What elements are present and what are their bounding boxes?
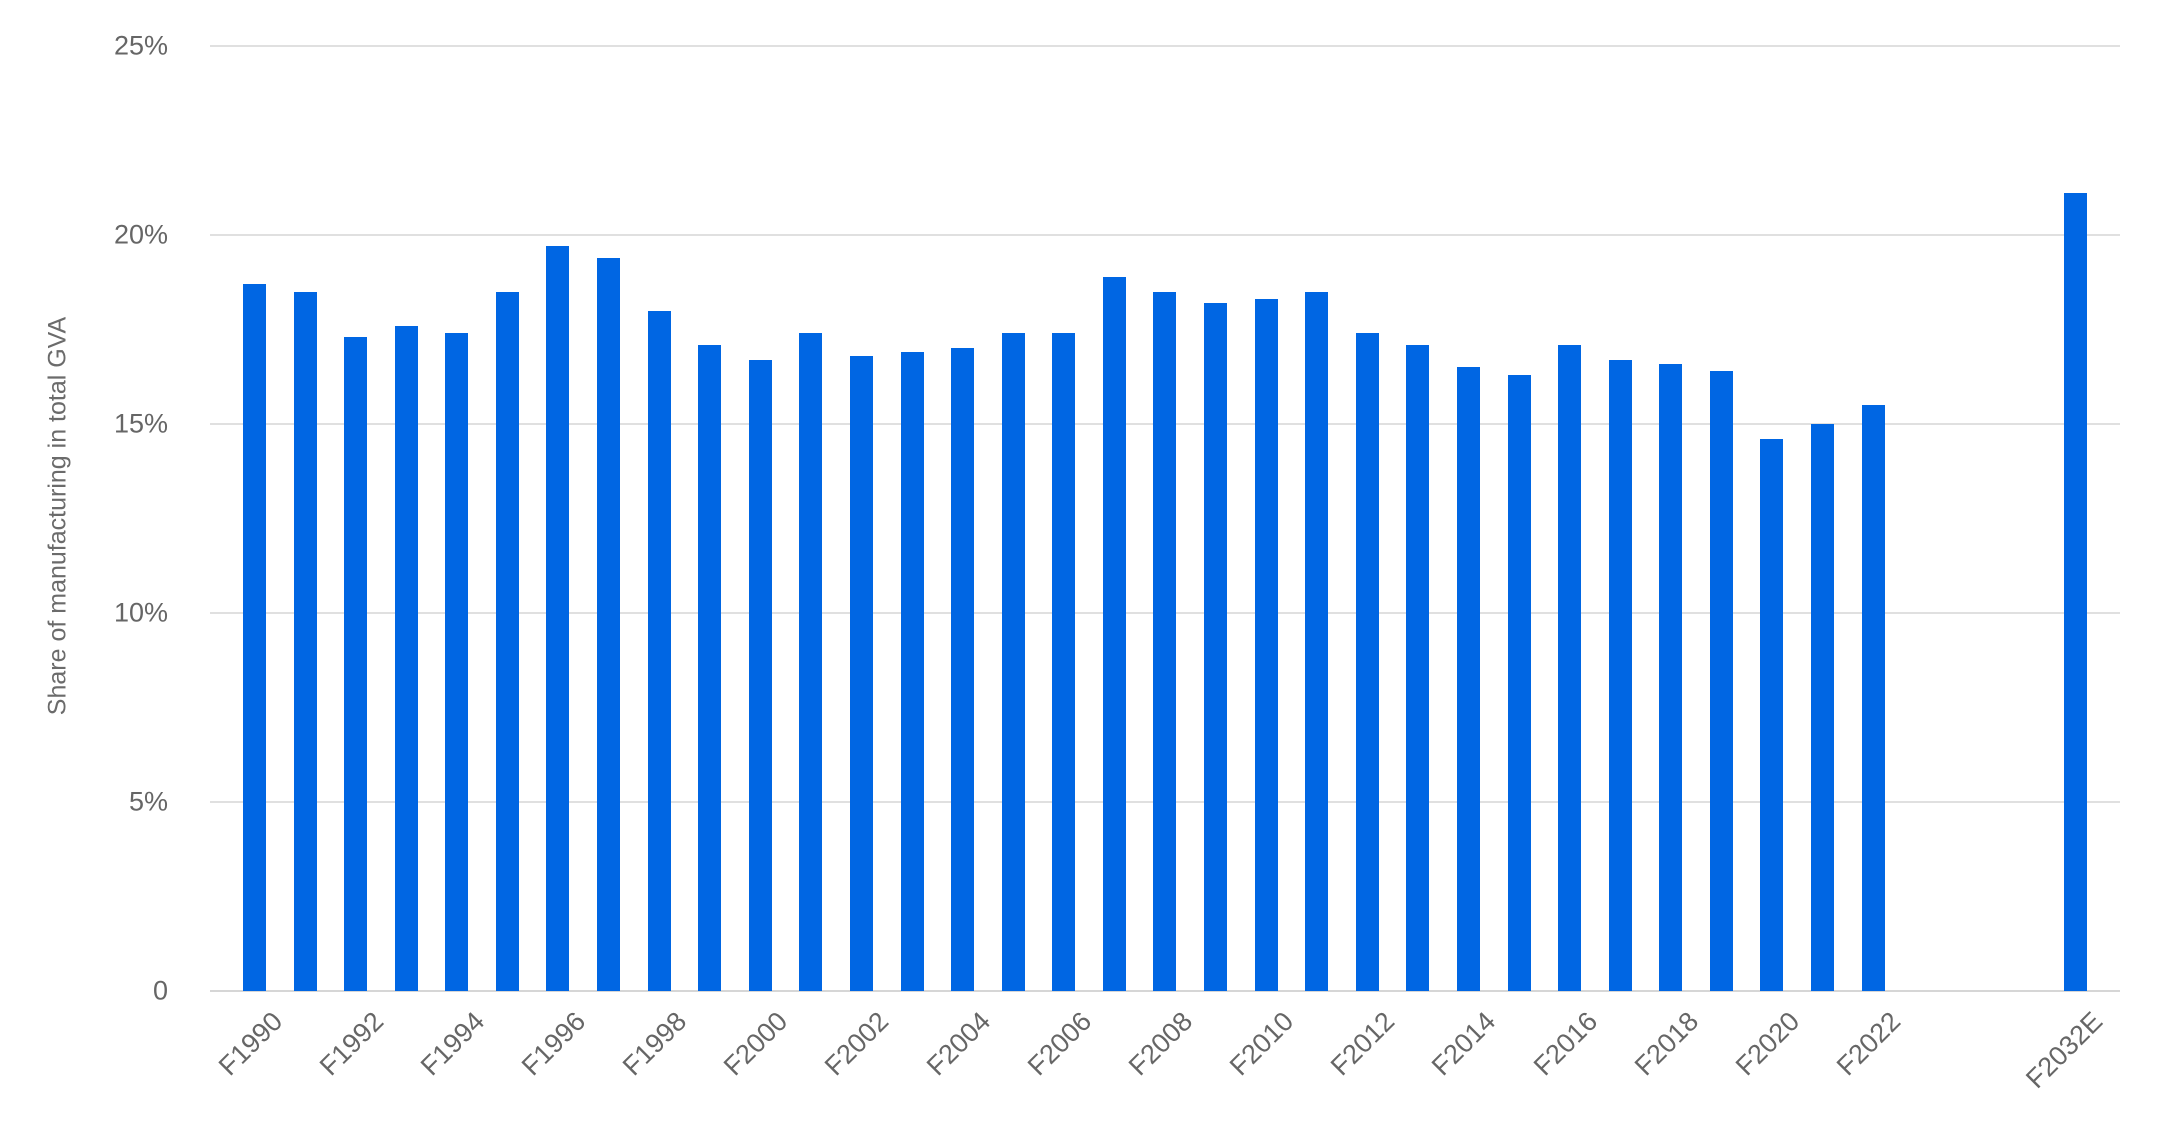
bar-f1996 xyxy=(546,246,570,991)
bar-f2011 xyxy=(1305,291,1329,991)
bar-f2021 xyxy=(1810,424,1834,991)
y-tick-label: 15% xyxy=(113,408,168,439)
x-tick-label: F1994 xyxy=(414,1006,491,1082)
gridline xyxy=(210,45,2120,47)
x-tick-label: F2010 xyxy=(1223,1006,1300,1082)
bar-f1993 xyxy=(394,325,418,991)
bar-f2014 xyxy=(1456,367,1480,991)
bar-f2019 xyxy=(1709,371,1733,991)
bar-f2016 xyxy=(1558,344,1582,991)
bar-f2017 xyxy=(1608,359,1632,991)
gridline xyxy=(210,234,2120,236)
y-tick-label: 0 xyxy=(152,975,168,1006)
x-tick-label: F2008 xyxy=(1122,1006,1199,1082)
bar-f1994 xyxy=(445,333,469,991)
bar-f2003 xyxy=(900,352,924,991)
x-tick-label: F2018 xyxy=(1628,1006,1704,1082)
x-tick-label: F2004 xyxy=(920,1006,996,1082)
bar-f2006 xyxy=(1052,333,1076,991)
y-tick-label: 20% xyxy=(113,219,168,250)
y-tick-label: 25% xyxy=(113,30,168,61)
bar-f2001 xyxy=(799,333,823,991)
x-tick-label: F2012 xyxy=(1325,1006,1401,1082)
x-tick-label: F1992 xyxy=(313,1006,389,1082)
y-tick-label: 5% xyxy=(128,786,168,817)
x-tick-label: F1990 xyxy=(212,1006,288,1082)
bar-f1990 xyxy=(243,284,266,991)
y-tick-label: 10% xyxy=(113,597,168,628)
bar-f2022 xyxy=(1861,405,1885,991)
x-tick-label: F2016 xyxy=(1527,1006,1603,1082)
bar-f1992 xyxy=(344,337,368,991)
bar-f1999 xyxy=(698,344,722,991)
x-tick-label: F2032E xyxy=(2020,1006,2109,1095)
bar-f1995 xyxy=(495,291,519,991)
x-tick-label: F2006 xyxy=(1021,1006,1097,1082)
bar-f2010 xyxy=(1254,299,1278,991)
bar-f2009 xyxy=(1204,303,1228,991)
x-tick-label: F1996 xyxy=(515,1006,592,1082)
x-tick-label: F2014 xyxy=(1426,1006,1502,1082)
bar-f2013 xyxy=(1406,344,1430,991)
y-axis-title: Share of manufacturing in total GVA xyxy=(43,316,72,716)
bar-f2000 xyxy=(748,359,772,991)
x-tick-label: F2022 xyxy=(1830,1006,1907,1082)
bar-f2015 xyxy=(1507,374,1531,991)
x-tick-label: F2002 xyxy=(819,1006,895,1082)
bar-f2008 xyxy=(1153,291,1177,991)
bar-f2007 xyxy=(1102,276,1126,991)
bar-f2018 xyxy=(1659,363,1683,991)
gridline xyxy=(210,990,2120,992)
x-tick-label: F1998 xyxy=(616,1006,693,1082)
bar-f2012 xyxy=(1355,333,1379,991)
bar-f2002 xyxy=(849,355,873,991)
bar-f2004 xyxy=(951,348,975,991)
bar-f1991 xyxy=(293,291,317,991)
bar-f2005 xyxy=(1001,333,1025,991)
bar-f1997 xyxy=(597,257,621,991)
x-tick-label: F2000 xyxy=(718,1006,794,1082)
bar-f1998 xyxy=(647,310,671,991)
x-tick-label: F2020 xyxy=(1729,1006,1806,1082)
bar-f2020 xyxy=(1760,439,1784,991)
bar-f2032e xyxy=(2063,193,2087,991)
